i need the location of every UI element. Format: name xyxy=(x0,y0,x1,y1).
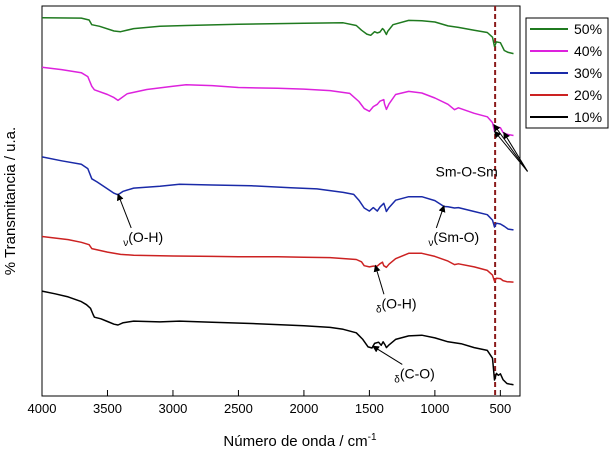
annotation-text-2: (O-H) xyxy=(382,295,417,311)
x-axis-title-text: Número de onda / cm xyxy=(223,433,367,450)
annotation-text-0: (O-H) xyxy=(128,229,163,245)
annotation-arrow-1 xyxy=(435,205,446,229)
annotation-label-3: δ(C-O) xyxy=(394,365,435,385)
annotation-arrow-2 xyxy=(373,264,385,295)
annotation-prefix-0: ν xyxy=(123,238,128,249)
legend-item-20: 20% xyxy=(530,87,602,103)
x-axis-ticks: 4000 3500 3000 2500 2000 1500 1000 500 xyxy=(28,390,512,416)
x-tick-label-4000: 4000 xyxy=(28,401,57,416)
annotation-arrow-0 xyxy=(116,193,132,229)
legend-item-40: 40% xyxy=(530,43,602,59)
x-axis-title-superscript: -1 xyxy=(368,432,377,443)
annotation-label-1: ν(Sm-O) xyxy=(428,229,479,249)
x-tick-label-3000: 3000 xyxy=(158,401,187,416)
series-layer xyxy=(41,16,514,386)
annotation-sm-o-sm-arrow-0 xyxy=(494,130,528,172)
legend-label-40: 40% xyxy=(574,43,602,59)
plot-frame xyxy=(41,5,521,397)
annotation-text-1: (Sm-O) xyxy=(433,229,479,245)
x-axis-title: Número de onda / cm-1 xyxy=(223,432,377,450)
legend-item-50: 50% xyxy=(530,21,602,37)
x-tick-label-500: 500 xyxy=(490,401,512,416)
legend-item-30: 30% xyxy=(530,65,602,81)
x-tick-label-1500: 1500 xyxy=(355,401,384,416)
series-line-20 xyxy=(41,235,514,283)
series-line-40 xyxy=(41,66,514,137)
annotation-label-2: δ(O-H) xyxy=(376,295,417,315)
annotation-label-0: ν(O-H) xyxy=(123,229,163,249)
legend-label-30: 30% xyxy=(574,65,602,81)
annotation-layer: ν(O-H) ν(Sm-O)δ(O-H)δ(C-O)Sm-O-Sm xyxy=(116,123,528,385)
annotation-prefix-1: ν xyxy=(428,238,433,249)
series-line-10 xyxy=(41,290,514,386)
annotation-arrow-3 xyxy=(372,345,403,365)
annotation-prefix-2: δ xyxy=(376,304,382,315)
legend-label-50: 50% xyxy=(574,21,602,37)
annotation-sm-o-sm-arrow-2 xyxy=(493,123,528,172)
legend-label-10: 10% xyxy=(574,109,602,125)
x-tick-label-2500: 2500 xyxy=(224,401,253,416)
series-line-30 xyxy=(41,156,514,231)
y-axis-title: % Transmitancia / u.a. xyxy=(2,127,19,275)
legend: 50% 40% 30% 20% 10% xyxy=(525,17,609,129)
annotation-sm-o-sm-arrow-1 xyxy=(503,131,528,172)
annotation-sm-o-sm-label: Sm-O-Sm xyxy=(436,163,498,179)
annotation-text-3: (C-O) xyxy=(400,365,435,381)
x-tick-label-3500: 3500 xyxy=(93,401,122,416)
x-tick-label-1000: 1000 xyxy=(420,401,449,416)
series-line-50 xyxy=(41,16,514,55)
legend-label-20: 20% xyxy=(574,87,602,103)
annotation-prefix-3: δ xyxy=(394,374,400,385)
legend-item-10: 10% xyxy=(530,109,602,125)
x-tick-label-2000: 2000 xyxy=(289,401,318,416)
